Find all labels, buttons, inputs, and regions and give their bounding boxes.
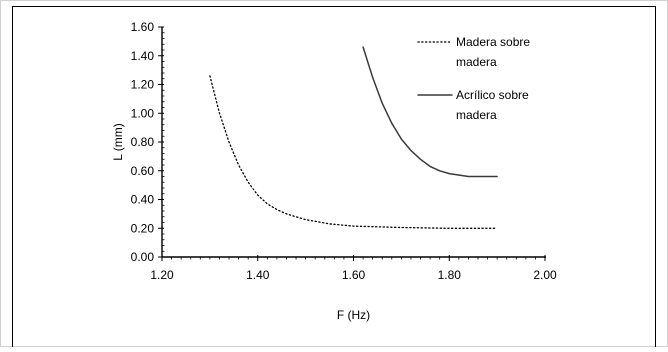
series-madera-sobre-madera [209,75,498,229]
legend-label: madera [456,108,497,122]
x-tick-label: 1.60 [342,268,366,282]
y-tick-label: 1.00 [131,106,155,120]
y-tick-label: 0.00 [131,250,155,264]
legend-label: Madera sobre [456,35,530,49]
y-tick-label: 0.80 [131,135,155,149]
series-layer [209,46,498,229]
x-tick-label: 1.20 [150,268,174,282]
y-axis-title: L (mm) [111,123,125,161]
y-tick-label: 0.20 [131,221,155,235]
y-tick-label: 0.40 [131,193,155,207]
y-tick-label: 1.60 [131,20,155,34]
legend-label: Acrílico sobre [456,88,529,102]
legend: Madera sobre madera Acrílico sobre madera [417,35,530,122]
x-tick-label: 1.40 [246,268,270,282]
axes: 0.00 0.20 0.40 0.60 0.80 1.00 1.20 1.40 1.60 1.20… [111,20,557,322]
x-tick-label: 2.00 [533,268,557,282]
y-tick-label: 0.60 [131,164,155,178]
legend-label: madera [456,55,497,69]
x-axis-title: F (Hz) [337,308,370,322]
series-acrilico-sobre-madera [362,46,498,178]
x-tick-label: 1.80 [438,268,462,282]
y-tick-label: 1.40 [131,49,155,63]
y-tick-label: 1.20 [131,78,155,92]
